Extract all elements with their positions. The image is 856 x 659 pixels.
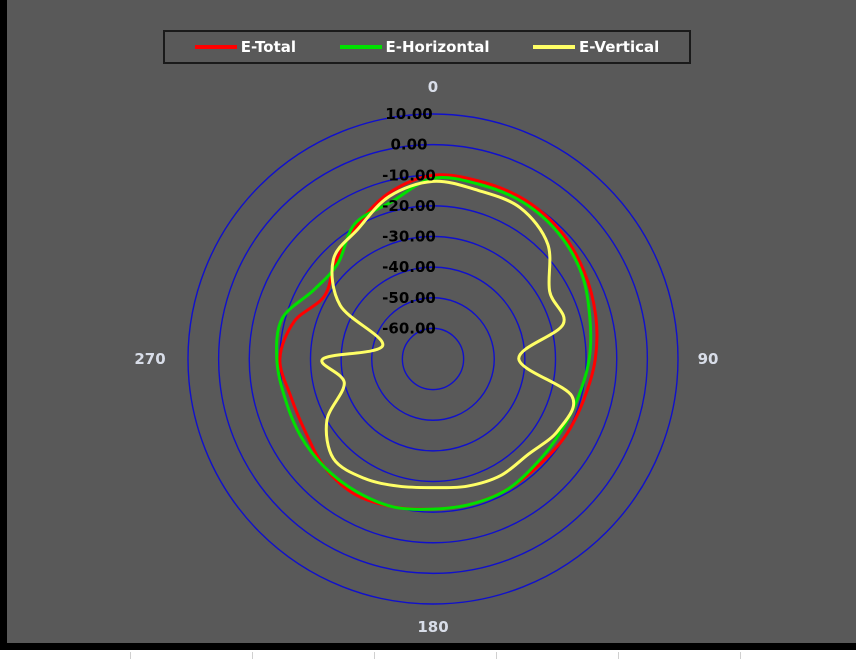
series-line-e-horizontal	[275, 175, 593, 511]
polar-chart: 10.00 0.00 -10.00 -20.00 -30.00 -40.00 -50.00 -…	[134, 78, 719, 636]
chart-area: 10.00 0.00 -10.00 -20.00 -30.00 -40.00 -50.00 -…	[7, 0, 856, 643]
cell-divider	[374, 652, 375, 659]
legend-item-e-total: E-Total	[194, 38, 296, 56]
cell-divider	[496, 652, 497, 659]
legend-swatch-e-horizontal	[339, 45, 382, 49]
cell-divider	[130, 652, 131, 659]
spreadsheet-strip	[0, 650, 856, 659]
grid-ring	[371, 297, 495, 421]
grid-ring	[340, 266, 526, 452]
radial-tick-label: -40.00	[382, 258, 436, 276]
legend-item-e-horizontal: E-Horizontal	[339, 38, 490, 56]
radial-tick-label: -30.00	[382, 228, 436, 246]
grid-ring	[217, 143, 649, 575]
cell-divider	[252, 652, 253, 659]
grid-ring	[401, 327, 465, 391]
cell-divider	[740, 652, 741, 659]
angle-label-0: 0	[428, 78, 438, 96]
angle-label-90: 90	[698, 350, 719, 368]
radial-tick-label: 0.00	[390, 136, 427, 154]
radial-tick-label: -20.00	[382, 197, 436, 215]
grid-ring	[187, 113, 679, 605]
legend-label-e-horizontal: E-Horizontal	[385, 38, 490, 56]
legend: E-Total E-Horizontal E-Vertical	[163, 30, 691, 64]
series-line-e-vertical	[320, 179, 576, 490]
legend-label-e-vertical: E-Vertical	[579, 38, 660, 56]
radial-tick-label: -60.00	[382, 319, 436, 337]
angle-label-180: 180	[417, 618, 448, 636]
radial-tick-label: 10.00	[385, 105, 432, 123]
grid-ring	[309, 235, 557, 483]
angle-label-270: 270	[134, 350, 165, 368]
legend-swatch-e-total	[194, 45, 237, 49]
legend-swatch-e-vertical	[533, 45, 576, 49]
legend-label-e-total: E-Total	[240, 38, 296, 56]
radial-tick-label: -10.00	[382, 166, 436, 184]
cell-divider	[618, 652, 619, 659]
radial-tick-label: -50.00	[382, 289, 436, 307]
legend-item-e-vertical: E-Vertical	[533, 38, 659, 56]
